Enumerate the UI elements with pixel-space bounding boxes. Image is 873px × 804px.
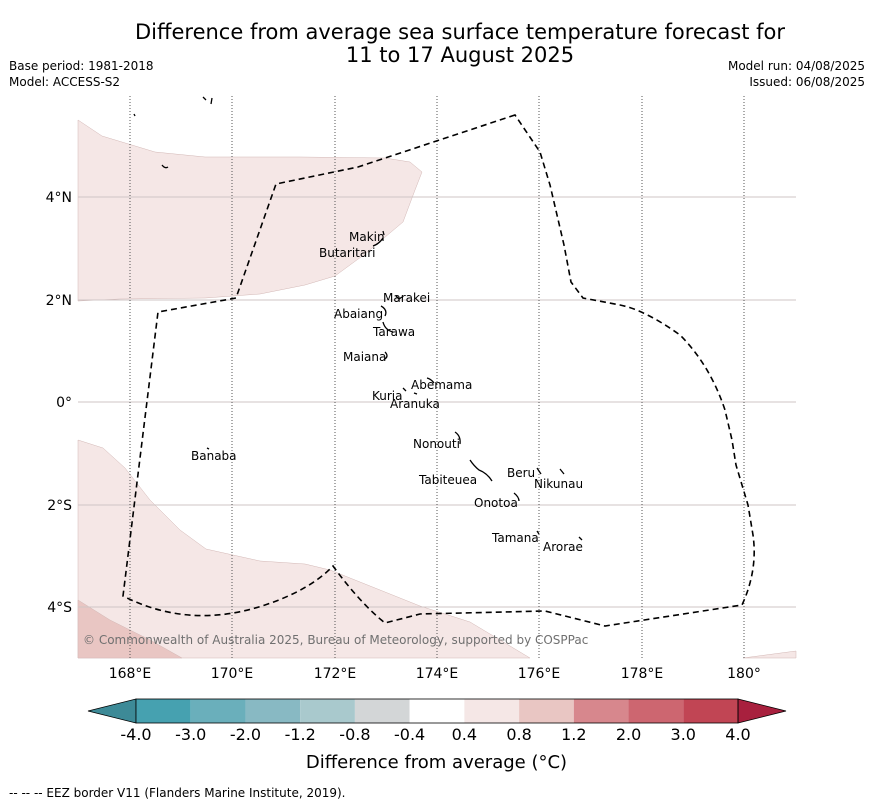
island-shape-top-a <box>202 96 213 105</box>
colorbar-tick-label: 0.4 <box>452 725 477 744</box>
eez-legend-note: -- -- -- EEZ border V11 (Flanders Marine… <box>9 786 346 800</box>
colorbar-segment <box>464 699 520 723</box>
lon-label: 172°E <box>314 666 357 682</box>
island-label: Abemama <box>411 378 472 392</box>
meta-left: Base period: 1981-2018 Model: ACCESS-S2 <box>9 58 154 90</box>
lat-label: 4°S <box>47 600 72 616</box>
meta-right: Model run: 04/08/2025 Issued: 06/08/2025 <box>728 58 865 90</box>
lon-label: 170°E <box>211 666 254 682</box>
longitude-labels: 168°E 170°E 172°E 174°E 176°E 178°E 180° <box>109 666 761 682</box>
island-labels: Makin Butaritari Marakei Abaiang Tarawa … <box>191 230 583 554</box>
island-shape-nonouti <box>454 431 461 445</box>
island-label: Aranuka <box>390 397 440 411</box>
warm-anomaly-south <box>77 439 531 659</box>
island-label: Abaiang <box>334 307 383 321</box>
colorbar-arrow-low <box>87 698 137 724</box>
island-shape-tarawa <box>382 321 394 333</box>
lat-label: 4°N <box>46 190 72 206</box>
colorbar-tick-label: 1.2 <box>561 725 586 744</box>
colorbar-frame <box>135 698 739 724</box>
colorbar-tick-label: -0.8 <box>339 725 370 744</box>
colorbar-tick-label: 3.0 <box>671 725 696 744</box>
island-label: Arorae <box>543 540 583 554</box>
colorbar-tick-label: -3.0 <box>175 725 206 744</box>
island-label: Onotoa <box>474 496 518 510</box>
lon-label: 180° <box>727 666 761 682</box>
island-label: Beru <box>507 466 535 480</box>
island-shape-abaiang <box>380 305 387 317</box>
warm-anomaly-north <box>77 119 423 302</box>
colorbar-segment <box>354 699 410 723</box>
island-shape-nikunau <box>559 468 565 475</box>
issued-date: Issued: 06/08/2025 <box>749 75 865 89</box>
colorbar-tick-label: 0.8 <box>506 725 531 744</box>
island-label: Maiana <box>343 350 386 364</box>
warm-anomaly-southwest <box>77 599 183 659</box>
island-shape-beru <box>536 467 542 475</box>
lon-label: 178°E <box>621 666 664 682</box>
latitude-labels: 4°N 2°N 0° 2°S 4°S <box>46 190 73 616</box>
island-label: Banaba <box>191 449 237 463</box>
colorbar-segment <box>628 699 684 723</box>
colorbar: -4.0 -3.0 -2.0 -1.2 -0.8 -0.4 0.4 0.8 1.2 2.0 3.0 4… <box>87 698 787 744</box>
island-label: Makin <box>349 230 385 244</box>
island-shape-makin <box>382 230 385 236</box>
lat-label: 2°N <box>46 293 72 309</box>
title-line-1: Difference from average sea surface temp… <box>135 20 785 44</box>
island-label: Butaritari <box>319 246 376 260</box>
island-shape-maiana <box>384 351 388 360</box>
colorbar-segment <box>519 699 574 723</box>
map-title: Difference from average sea surface temp… <box>90 21 830 67</box>
colorbar-segment <box>409 699 465 723</box>
colorbar-tick-label: 4.0 <box>725 725 750 744</box>
colorbar-segment <box>300 699 355 723</box>
colorbar-segment <box>573 699 629 723</box>
title-line-2: 11 to 17 August 2025 <box>345 43 575 67</box>
longitude-gridlines <box>129 96 745 658</box>
island-label: Tarawa <box>372 325 415 339</box>
lat-label: 2°S <box>47 498 72 514</box>
island-shape-abemama <box>426 377 435 384</box>
copyright-notice: © Commonwealth of Australia 2025, Bureau… <box>83 633 588 647</box>
island-shape-top-b <box>133 113 136 117</box>
island-shape-banaba <box>206 447 210 450</box>
colorbar-tick-label: -1.2 <box>285 725 316 744</box>
base-period: Base period: 1981-2018 <box>9 59 154 73</box>
island-shape-tabiteuea <box>469 459 493 482</box>
island-shape-butaritari <box>372 237 384 247</box>
colorbar-tick-label: -4.0 <box>120 725 151 744</box>
island-shape-top-c <box>161 164 169 169</box>
island-shape-tamana <box>536 530 540 535</box>
colorbar-tick-label: -0.4 <box>394 725 425 744</box>
warm-anomaly-southeast <box>742 650 797 659</box>
model-run: Model run: 04/08/2025 <box>727 59 865 73</box>
colorbar-segment <box>683 699 738 723</box>
island-label: Nonouti <box>413 437 460 451</box>
colorbar-arrow-high <box>737 698 787 724</box>
island-shape-kuria <box>402 387 418 395</box>
island-label: Nikunau <box>534 477 583 491</box>
island-shape-marakei <box>395 295 403 300</box>
lon-label: 176°E <box>518 666 561 682</box>
colorbar-tick-label: 2.0 <box>616 725 641 744</box>
island-shape-onotoa <box>513 492 520 502</box>
island-label: Tamana <box>491 531 539 545</box>
island-shape-arorae <box>578 536 583 541</box>
lon-label: 168°E <box>109 666 152 682</box>
lat-label: 0° <box>56 395 72 411</box>
colorbar-segment <box>136 699 191 723</box>
colorbar-title: Difference from average (°C) <box>305 752 568 773</box>
lon-label: 174°E <box>416 666 459 682</box>
island-label: Tabiteuea <box>418 473 477 487</box>
island-label: Kuria <box>372 389 403 403</box>
colorbar-tick-label: -2.0 <box>230 725 261 744</box>
map-canvas: Makin Butaritari Marakei Abaiang Tarawa … <box>46 96 797 682</box>
colorbar-segment <box>190 699 246 723</box>
eez-border <box>122 114 755 627</box>
island-label: Marakei <box>383 291 430 305</box>
colorbar-segment <box>245 699 301 723</box>
island-shapes <box>133 96 583 541</box>
model-name: Model: ACCESS-S2 <box>9 75 121 89</box>
